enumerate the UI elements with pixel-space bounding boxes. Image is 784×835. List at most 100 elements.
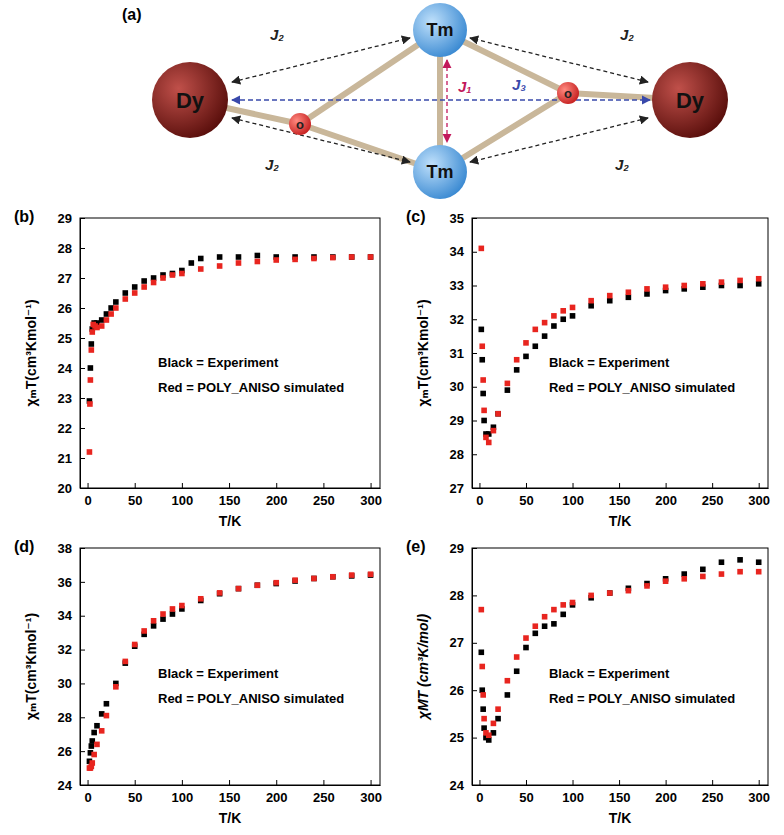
legend-entry: Black = Experiment xyxy=(158,666,279,681)
point xyxy=(311,576,317,582)
tick: 31 xyxy=(450,346,477,361)
point xyxy=(607,293,613,299)
point xyxy=(551,607,557,613)
atom-label: Tm xyxy=(427,20,454,40)
tick-mark xyxy=(80,785,85,786)
point xyxy=(368,572,374,578)
point xyxy=(217,254,223,260)
tick: 28 xyxy=(450,588,477,603)
point xyxy=(91,730,97,736)
point xyxy=(480,692,486,698)
point xyxy=(560,316,566,322)
point xyxy=(607,590,613,596)
tick-label: 28 xyxy=(58,710,72,725)
point xyxy=(505,381,511,387)
tick-label: 24 xyxy=(58,361,73,376)
tick-label: 200 xyxy=(266,493,288,508)
point xyxy=(737,283,743,289)
point xyxy=(514,367,520,373)
atom xyxy=(152,62,228,138)
plot-frame xyxy=(80,218,380,488)
tick: 100 xyxy=(562,780,584,805)
atom-label: Dy xyxy=(676,88,705,113)
point xyxy=(700,567,706,573)
point xyxy=(132,284,138,290)
coupling-label: J₁ xyxy=(458,78,472,95)
tick-mark xyxy=(80,248,85,249)
atom xyxy=(289,113,311,135)
tick-mark xyxy=(472,454,477,455)
tick-mark xyxy=(472,252,477,253)
tick-label: 0 xyxy=(476,493,483,508)
plot-area xyxy=(479,557,762,743)
y-axis-title: χₘT(cm³Kmol⁻¹) xyxy=(23,299,39,406)
panel-label: (a) xyxy=(122,6,142,23)
tick-mark xyxy=(276,780,277,785)
tick: 28 xyxy=(58,710,85,725)
point xyxy=(99,323,105,329)
series xyxy=(87,571,374,770)
legend-entry: Red = POLY_ANISO simulated xyxy=(549,380,735,395)
tick-label: 200 xyxy=(655,493,677,508)
tick: 250 xyxy=(313,780,335,805)
tick-mark xyxy=(759,483,760,488)
tick: 50 xyxy=(519,483,533,508)
point xyxy=(495,706,501,712)
point xyxy=(108,311,114,317)
tick: 25 xyxy=(58,331,85,346)
tick: 250 xyxy=(702,483,724,508)
tick-mark xyxy=(472,286,477,287)
point xyxy=(505,678,511,684)
tick-mark xyxy=(80,278,85,279)
coupling-label: J₃ xyxy=(512,76,526,93)
tick: 100 xyxy=(172,483,194,508)
tick-label: 24 xyxy=(450,778,465,793)
point xyxy=(551,313,557,319)
tick-label: 0 xyxy=(84,790,91,805)
tick-mark xyxy=(472,353,477,354)
point xyxy=(483,435,489,441)
point xyxy=(151,280,157,286)
tick-label: 300 xyxy=(360,493,382,508)
x-axis-title: T/K xyxy=(609,513,632,529)
point xyxy=(607,298,613,304)
tick-mark xyxy=(229,780,230,785)
tick-mark xyxy=(80,428,85,429)
point xyxy=(737,278,743,284)
series xyxy=(479,569,762,738)
tick: 0 xyxy=(476,483,483,508)
tick: 150 xyxy=(219,780,241,805)
tick-label: 24 xyxy=(58,778,73,793)
point xyxy=(560,308,566,314)
point xyxy=(141,278,147,284)
point xyxy=(644,291,650,297)
x-axis-title: T/K xyxy=(219,810,242,826)
tick-mark xyxy=(80,458,85,459)
point xyxy=(273,581,279,587)
atom-label: Dy xyxy=(176,88,205,113)
point xyxy=(94,742,100,748)
tick-mark xyxy=(472,738,477,739)
point xyxy=(542,320,548,326)
tick-label: 36 xyxy=(58,575,72,590)
tick: 36 xyxy=(58,575,85,590)
tick-label: 38 xyxy=(58,541,72,556)
point xyxy=(198,266,204,272)
point xyxy=(626,588,632,594)
tick-mark xyxy=(472,488,477,489)
tick-label: 26 xyxy=(58,301,72,316)
tick: 300 xyxy=(360,483,382,508)
tick-mark xyxy=(371,483,372,488)
tick-label: 300 xyxy=(360,790,382,805)
tick-label: 250 xyxy=(702,493,724,508)
tick-label: 34 xyxy=(450,244,465,259)
tick-label: 33 xyxy=(450,278,464,293)
tick-label: 100 xyxy=(172,493,194,508)
point xyxy=(160,275,166,281)
tick-mark xyxy=(80,650,85,651)
point xyxy=(349,254,355,260)
tick-mark xyxy=(182,780,183,785)
point xyxy=(551,621,557,627)
point xyxy=(514,668,520,674)
point xyxy=(236,586,242,592)
